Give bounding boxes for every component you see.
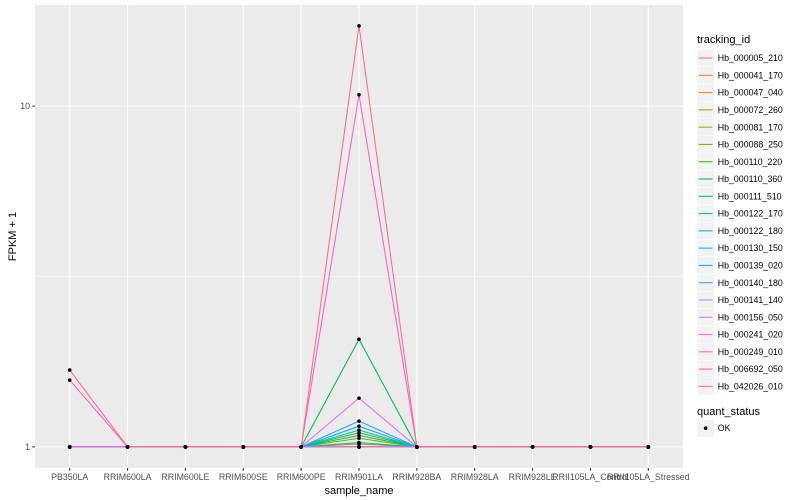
legend-label: Hb_000005_210 [718, 53, 783, 63]
legend-label: OK [718, 423, 731, 433]
data-point [357, 436, 361, 441]
x-axis-title: sample_name [324, 485, 393, 497]
data-point [472, 445, 477, 449]
x-tick-label: RRII105LA_Control [552, 472, 628, 482]
data-point [530, 445, 535, 449]
data-point [588, 445, 593, 449]
legend-item: Hb_000156_050 [696, 308, 783, 327]
x-tick-label: RRII105LA_Stressed [607, 472, 690, 482]
legend-label: Hb_000141_140 [718, 295, 783, 305]
x-tick-label: RRIM928LA [451, 472, 499, 482]
legend-label: Hb_000241_020 [718, 330, 783, 340]
legend-item: Hb_000122_170 [696, 204, 783, 223]
x-tick-label: PB350LA [51, 472, 88, 482]
data-point [183, 445, 188, 449]
legend-item: Hb_000249_010 [696, 342, 783, 361]
data-point [67, 378, 72, 382]
data-point [357, 396, 361, 400]
legend-item: Hb_000140_180 [696, 273, 783, 292]
data-point [357, 445, 361, 449]
x-tick-label: RRIM600LA [104, 472, 152, 482]
data-point [357, 92, 361, 97]
legend-item: Hb_000141_140 [696, 291, 783, 309]
x-tick-label: RRIM901LA [335, 472, 383, 482]
legend-title-tracking-id: tracking_id [697, 34, 750, 46]
legend-label: Hb_000072_260 [718, 105, 783, 115]
legend-label: Hb_000081_170 [718, 122, 783, 132]
legend-label: Hb_000249_010 [718, 347, 783, 357]
legend-item: Hb_000081_170 [696, 118, 783, 137]
data-point [67, 445, 72, 449]
legend-label: Hb_000111_510 [718, 191, 782, 201]
data-point [357, 424, 361, 428]
legend-item: Hb_000139_020 [696, 256, 783, 275]
legend-item: Hb_000041_170 [696, 66, 783, 85]
data-point [357, 428, 361, 432]
data-point [299, 445, 303, 449]
legend-quant-status: quant_status OK [696, 406, 760, 438]
legend-label: Hb_000110_360 [718, 174, 783, 184]
data-point [125, 445, 130, 449]
data-point [357, 433, 361, 438]
data-point [357, 430, 361, 435]
legend-item: Hb_000130_150 [696, 239, 783, 258]
legend-label: Hb_000122_180 [718, 226, 783, 236]
legend-item: Hb_000110_360 [696, 170, 783, 188]
data-point [357, 337, 361, 342]
legend-item: Hb_000072_260 [696, 100, 783, 119]
data-point [241, 445, 246, 449]
legend-label: Hb_000110_220 [718, 157, 783, 167]
legend-key-point [703, 426, 708, 430]
legend-label: Hb_000047_040 [718, 88, 783, 98]
legend-label: Hb_006692_050 [718, 364, 783, 374]
legend-item: Hb_000005_210 [696, 49, 783, 67]
data-point [357, 24, 361, 28]
y-axis-title: FPKM + 1 [7, 212, 19, 261]
x-tick-label: RRIM928LE [509, 472, 557, 482]
legend-label: Hb_042026_010 [718, 381, 783, 391]
y-tick-label: 10 [20, 101, 30, 111]
data-point [415, 445, 419, 449]
legend-item: Hb_000110_220 [696, 152, 783, 171]
x-tick-label: RRIM600PE [277, 472, 326, 482]
legend-title-quant-status: quant_status [697, 406, 760, 418]
x-axis: PB350LA RRIM600LA RRIM600LE RRIM600SE RRIM60… [51, 468, 690, 482]
legend-item: Hb_006692_050 [696, 360, 783, 378]
data-points [67, 24, 651, 449]
data-point [646, 445, 651, 449]
legend-label: Hb_000130_150 [718, 243, 783, 253]
legend-label: Hb_000122_170 [718, 209, 783, 219]
legend-label: Hb_000041_170 [718, 70, 783, 80]
legend-item: Hb_000088_250 [696, 135, 783, 154]
legend-label: Hb_000088_250 [718, 140, 783, 150]
x-tick-label: RRIM928BA [392, 472, 441, 482]
legend-item: Hb_000111_510 [696, 187, 782, 206]
y-tick-label: 1 [25, 442, 30, 452]
legend-label: Hb_000139_020 [718, 261, 783, 271]
legend-label: Hb_000156_050 [718, 312, 783, 322]
y-axis: 1 10 [20, 101, 35, 452]
legend-item: OK [696, 419, 731, 438]
legend-item: Hb_000241_020 [696, 325, 783, 344]
legend-label: Hb_000140_180 [718, 278, 783, 288]
x-tick-label: RRIM600SE [219, 472, 268, 482]
data-point [357, 440, 361, 445]
x-tick-label: RRIM600LE [161, 472, 209, 482]
legend-item: Hb_000122_180 [696, 221, 783, 240]
legend-item: Hb_000047_040 [696, 83, 783, 102]
legend-tracking-id: tracking_id Hb_000005_210 Hb_000041_170 Hb… [696, 34, 783, 396]
data-point [357, 419, 361, 423]
legend-item: Hb_042026_010 [696, 377, 783, 396]
data-point [67, 368, 72, 372]
